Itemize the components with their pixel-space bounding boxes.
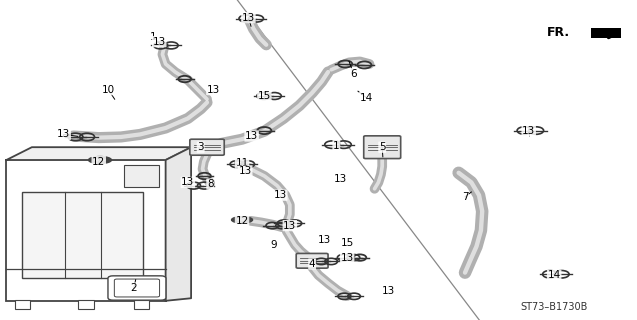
Text: 13: 13 xyxy=(207,84,220,95)
Text: 4: 4 xyxy=(309,259,315,269)
Text: 15: 15 xyxy=(341,238,354,248)
Polygon shape xyxy=(166,147,191,301)
FancyBboxPatch shape xyxy=(364,136,401,158)
Text: 13: 13 xyxy=(283,220,296,231)
Text: 12: 12 xyxy=(92,156,105,167)
Text: 8: 8 xyxy=(207,179,213,189)
Text: 7: 7 xyxy=(462,192,468,202)
Text: 1: 1 xyxy=(333,140,340,151)
Ellipse shape xyxy=(232,217,252,223)
Text: 14: 14 xyxy=(360,92,373,103)
Text: 11: 11 xyxy=(236,158,248,168)
Text: 13: 13 xyxy=(274,190,287,200)
Text: ST73–B1730B: ST73–B1730B xyxy=(520,302,588,312)
Text: 13: 13 xyxy=(182,177,194,188)
Text: 15: 15 xyxy=(258,91,271,101)
FancyBboxPatch shape xyxy=(115,279,159,297)
Bar xyxy=(15,300,30,309)
Text: 3: 3 xyxy=(197,142,204,152)
Text: 13: 13 xyxy=(382,286,395,296)
Text: 13: 13 xyxy=(242,12,255,23)
Text: 2: 2 xyxy=(131,283,137,293)
Text: 6: 6 xyxy=(350,68,357,79)
Text: 13: 13 xyxy=(318,235,331,245)
Text: FR.: FR. xyxy=(547,26,570,38)
FancyBboxPatch shape xyxy=(6,160,166,301)
Text: 13: 13 xyxy=(153,36,166,47)
Bar xyxy=(124,165,159,187)
Ellipse shape xyxy=(236,218,248,221)
Text: 1: 1 xyxy=(150,32,156,42)
Text: 9: 9 xyxy=(271,240,277,250)
FancyBboxPatch shape xyxy=(296,253,328,268)
Ellipse shape xyxy=(94,158,106,162)
Bar xyxy=(78,300,94,309)
Text: 10: 10 xyxy=(102,84,115,95)
Polygon shape xyxy=(6,147,191,160)
Text: 13: 13 xyxy=(245,131,258,141)
Text: 13: 13 xyxy=(334,174,347,184)
FancyBboxPatch shape xyxy=(108,276,166,300)
Text: 13: 13 xyxy=(341,252,354,263)
Text: 12: 12 xyxy=(236,216,248,226)
Bar xyxy=(22,192,143,278)
Bar xyxy=(134,300,149,309)
Text: 13: 13 xyxy=(57,129,70,140)
Text: 5: 5 xyxy=(379,142,385,152)
Ellipse shape xyxy=(89,156,111,164)
FancyBboxPatch shape xyxy=(190,139,224,155)
Polygon shape xyxy=(591,28,621,38)
Text: 13: 13 xyxy=(522,126,535,136)
Text: 14: 14 xyxy=(548,270,561,280)
Text: 13: 13 xyxy=(239,166,252,176)
